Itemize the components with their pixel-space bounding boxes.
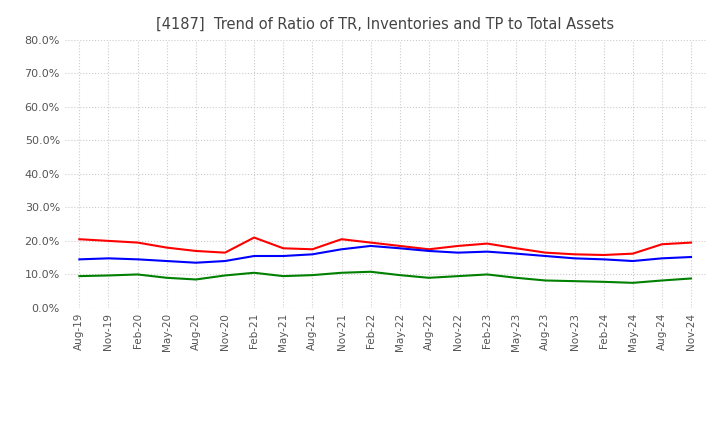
- Inventories: [104, 256, 113, 261]
- Trade Receivables: [366, 240, 375, 245]
- Trade Receivables: [512, 246, 521, 251]
- Trade Payables: [425, 275, 433, 280]
- Trade Payables: [75, 274, 84, 279]
- Trade Receivables: [629, 251, 637, 256]
- Trade Receivables: [75, 237, 84, 242]
- Trade Receivables: [279, 246, 287, 251]
- Trade Receivables: [192, 248, 200, 253]
- Trade Payables: [483, 272, 492, 277]
- Trade Receivables: [308, 247, 317, 252]
- Trade Receivables: [250, 235, 258, 240]
- Inventories: [366, 243, 375, 249]
- Trade Payables: [104, 273, 113, 278]
- Title: [4187]  Trend of Ratio of TR, Inventories and TP to Total Assets: [4187] Trend of Ratio of TR, Inventories…: [156, 16, 614, 32]
- Trade Payables: [570, 279, 579, 284]
- Inventories: [75, 257, 84, 262]
- Trade Receivables: [425, 247, 433, 252]
- Line: Trade Payables: Trade Payables: [79, 272, 691, 283]
- Inventories: [599, 257, 608, 262]
- Trade Receivables: [395, 243, 404, 249]
- Trade Payables: [250, 270, 258, 275]
- Inventories: [220, 258, 229, 264]
- Trade Receivables: [483, 241, 492, 246]
- Inventories: [657, 256, 666, 261]
- Inventories: [279, 253, 287, 259]
- Line: Trade Receivables: Trade Receivables: [79, 238, 691, 255]
- Trade Receivables: [220, 250, 229, 255]
- Trade Receivables: [337, 237, 346, 242]
- Inventories: [512, 251, 521, 256]
- Inventories: [308, 252, 317, 257]
- Inventories: [629, 258, 637, 264]
- Inventories: [133, 257, 142, 262]
- Trade Payables: [599, 279, 608, 285]
- Inventories: [163, 258, 171, 264]
- Trade Payables: [366, 269, 375, 275]
- Inventories: [541, 253, 550, 259]
- Trade Receivables: [541, 250, 550, 255]
- Trade Receivables: [104, 238, 113, 244]
- Trade Receivables: [133, 240, 142, 245]
- Trade Payables: [687, 276, 696, 281]
- Trade Payables: [512, 275, 521, 280]
- Trade Payables: [541, 278, 550, 283]
- Trade Receivables: [687, 240, 696, 245]
- Trade Payables: [220, 273, 229, 278]
- Inventories: [250, 253, 258, 259]
- Inventories: [337, 247, 346, 252]
- Trade Payables: [133, 272, 142, 277]
- Trade Receivables: [570, 252, 579, 257]
- Trade Payables: [454, 274, 462, 279]
- Trade Receivables: [599, 253, 608, 258]
- Inventories: [425, 248, 433, 253]
- Inventories: [570, 256, 579, 261]
- Trade Payables: [629, 280, 637, 286]
- Trade Payables: [395, 272, 404, 278]
- Inventories: [454, 250, 462, 255]
- Inventories: [395, 246, 404, 251]
- Inventories: [483, 249, 492, 254]
- Trade Payables: [308, 272, 317, 278]
- Inventories: [687, 254, 696, 260]
- Trade Payables: [657, 278, 666, 283]
- Line: Inventories: Inventories: [79, 246, 691, 263]
- Trade Receivables: [163, 245, 171, 250]
- Trade Payables: [279, 274, 287, 279]
- Inventories: [192, 260, 200, 265]
- Trade Payables: [337, 270, 346, 275]
- Trade Receivables: [454, 243, 462, 249]
- Trade Payables: [163, 275, 171, 280]
- Trade Payables: [192, 277, 200, 282]
- Trade Receivables: [657, 242, 666, 247]
